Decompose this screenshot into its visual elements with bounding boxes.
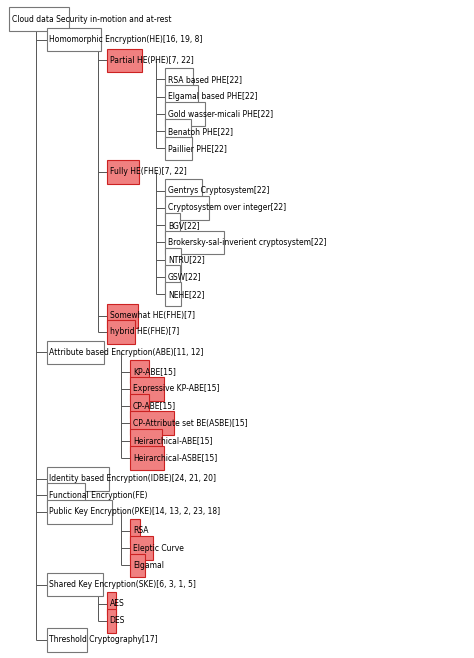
FancyBboxPatch shape bbox=[46, 572, 102, 596]
FancyBboxPatch shape bbox=[130, 519, 140, 543]
Text: Heirarchical-ASBE[15]: Heirarchical-ASBE[15] bbox=[133, 453, 217, 463]
FancyBboxPatch shape bbox=[107, 320, 135, 343]
FancyBboxPatch shape bbox=[107, 49, 142, 72]
FancyBboxPatch shape bbox=[130, 553, 145, 577]
Text: BGV[22]: BGV[22] bbox=[168, 220, 200, 230]
Text: Brokersky-sal-inverient cryptosystem[22]: Brokersky-sal-inverient cryptosystem[22] bbox=[168, 238, 326, 247]
Text: Homomorphic Encryption(HE)[16, 19, 8]: Homomorphic Encryption(HE)[16, 19, 8] bbox=[49, 35, 203, 44]
Text: Identity based Encryption(IDBE)[24, 21, 20]: Identity based Encryption(IDBE)[24, 21, … bbox=[49, 474, 216, 483]
Text: NEHE[22]: NEHE[22] bbox=[168, 290, 204, 299]
Text: Shared Key Encryption(SKE)[6, 3, 1, 5]: Shared Key Encryption(SKE)[6, 3, 1, 5] bbox=[49, 580, 196, 589]
FancyBboxPatch shape bbox=[46, 484, 85, 507]
Text: Gold wasser-micali PHE[22]: Gold wasser-micali PHE[22] bbox=[168, 109, 273, 118]
FancyBboxPatch shape bbox=[165, 68, 193, 91]
Text: Heirarchical-ABE[15]: Heirarchical-ABE[15] bbox=[133, 436, 212, 445]
FancyBboxPatch shape bbox=[46, 467, 109, 490]
FancyBboxPatch shape bbox=[165, 196, 209, 220]
Text: AES: AES bbox=[109, 599, 125, 608]
FancyBboxPatch shape bbox=[165, 102, 205, 126]
Text: Elgamal based PHE[22]: Elgamal based PHE[22] bbox=[168, 92, 257, 101]
FancyBboxPatch shape bbox=[165, 230, 224, 255]
Text: Public Key Encryption(PKE)[14, 13, 2, 23, 18]: Public Key Encryption(PKE)[14, 13, 2, 23… bbox=[49, 507, 220, 517]
Text: DES: DES bbox=[109, 617, 125, 625]
Text: Gentrys Cryptosystem[22]: Gentrys Cryptosystem[22] bbox=[168, 186, 269, 195]
Text: Attribute based Encryption(ABE)[11, 12]: Attribute based Encryption(ABE)[11, 12] bbox=[49, 348, 204, 357]
FancyBboxPatch shape bbox=[46, 341, 104, 365]
FancyBboxPatch shape bbox=[107, 592, 117, 615]
FancyBboxPatch shape bbox=[107, 304, 138, 328]
FancyBboxPatch shape bbox=[130, 536, 153, 560]
Text: Functional Encryption(FE): Functional Encryption(FE) bbox=[49, 491, 148, 500]
FancyBboxPatch shape bbox=[130, 394, 149, 418]
Text: Expressive KP-ABE[15]: Expressive KP-ABE[15] bbox=[133, 384, 219, 393]
FancyBboxPatch shape bbox=[165, 213, 180, 237]
FancyBboxPatch shape bbox=[165, 179, 202, 203]
Text: RSA: RSA bbox=[133, 526, 148, 536]
Text: Paillier PHE[22]: Paillier PHE[22] bbox=[168, 144, 227, 153]
FancyBboxPatch shape bbox=[130, 360, 149, 384]
FancyBboxPatch shape bbox=[46, 28, 101, 51]
Text: Cloud data Security in-motion and at-rest: Cloud data Security in-motion and at-res… bbox=[12, 15, 172, 24]
Text: Somewhat HE(FHE)[7]: Somewhat HE(FHE)[7] bbox=[109, 311, 195, 320]
Text: NTRU[22]: NTRU[22] bbox=[168, 255, 205, 265]
FancyBboxPatch shape bbox=[130, 411, 174, 435]
FancyBboxPatch shape bbox=[130, 428, 162, 453]
FancyBboxPatch shape bbox=[165, 265, 180, 289]
Text: KP-ABE[15]: KP-ABE[15] bbox=[133, 367, 176, 376]
Text: Eleptic Curve: Eleptic Curve bbox=[133, 544, 184, 553]
Text: GSW[22]: GSW[22] bbox=[168, 272, 201, 282]
FancyBboxPatch shape bbox=[9, 7, 69, 31]
FancyBboxPatch shape bbox=[165, 137, 192, 161]
FancyBboxPatch shape bbox=[130, 377, 164, 401]
FancyBboxPatch shape bbox=[165, 248, 181, 272]
Text: Elgamal: Elgamal bbox=[133, 561, 164, 570]
FancyBboxPatch shape bbox=[107, 609, 117, 633]
FancyBboxPatch shape bbox=[130, 446, 164, 470]
FancyBboxPatch shape bbox=[46, 628, 87, 651]
Text: Cryptosystem over integer[22]: Cryptosystem over integer[22] bbox=[168, 203, 286, 213]
FancyBboxPatch shape bbox=[165, 119, 191, 143]
Text: Benatoh PHE[22]: Benatoh PHE[22] bbox=[168, 127, 233, 136]
FancyBboxPatch shape bbox=[165, 282, 181, 306]
Text: RSA based PHE[22]: RSA based PHE[22] bbox=[168, 75, 242, 84]
Text: CP-ABE[15]: CP-ABE[15] bbox=[133, 401, 176, 411]
Text: Partial HE(PHE)[7, 22]: Partial HE(PHE)[7, 22] bbox=[109, 56, 193, 65]
Text: hybrid HE(FHE)[7]: hybrid HE(FHE)[7] bbox=[109, 327, 179, 336]
Text: Fully HE(FHE)[7, 22]: Fully HE(FHE)[7, 22] bbox=[109, 167, 186, 176]
Text: CP-Attribute set BE(ASBE)[15]: CP-Attribute set BE(ASBE)[15] bbox=[133, 418, 247, 428]
FancyBboxPatch shape bbox=[46, 500, 112, 524]
Text: Threshold Cryptography[17]: Threshold Cryptography[17] bbox=[49, 636, 158, 644]
FancyBboxPatch shape bbox=[165, 85, 199, 109]
FancyBboxPatch shape bbox=[107, 160, 139, 184]
